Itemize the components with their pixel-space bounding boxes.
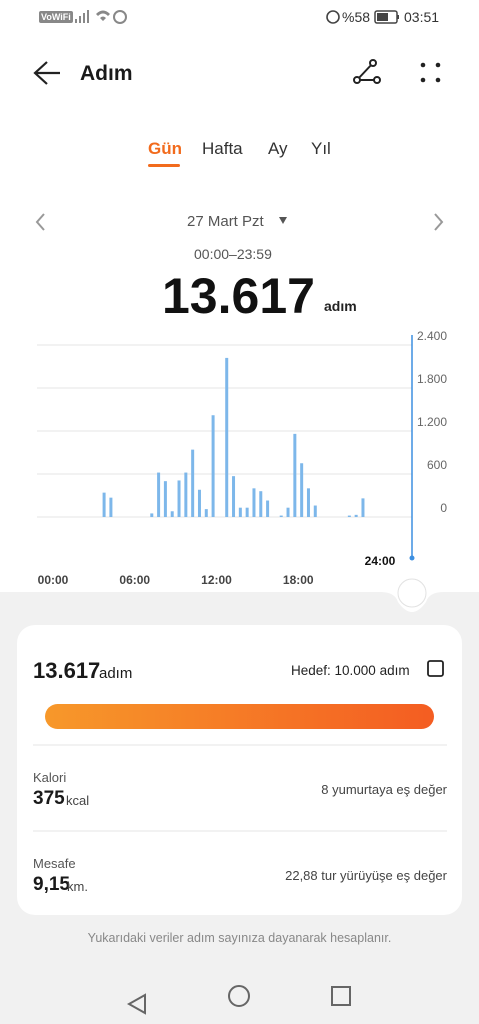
next-day[interactable] <box>434 213 444 231</box>
footer-note: Yukarıdaki veriler adım sayınıza dayanar… <box>87 931 392 945</box>
x-tick-label: 00:00 <box>38 573 69 587</box>
bar <box>163 481 167 517</box>
distance-note: 22,88 tur yürüyüşe eş değer <box>285 868 447 883</box>
date[interactable]: 27 Mart Pzt <box>187 213 264 230</box>
nav-recent[interactable] <box>331 986 351 1006</box>
page-title: Adım <box>80 62 133 85</box>
edit-goal-icon[interactable] <box>427 660 444 677</box>
calorie-note: 8 yumurtaya eş değer <box>321 782 447 797</box>
bar <box>204 509 208 517</box>
goal: Hedef: 10.000 adım <box>291 663 410 678</box>
total-unit: adım <box>324 298 357 314</box>
bar <box>197 489 201 517</box>
bar <box>245 507 249 517</box>
bar <box>293 433 297 517</box>
nav-home[interactable] <box>228 985 250 1007</box>
bar <box>238 507 242 517</box>
bar <box>313 505 317 517</box>
x-tick-label: 06:00 <box>119 573 150 587</box>
cursor-handle[interactable] <box>397 578 427 608</box>
calorie-value: 375 <box>33 788 65 809</box>
menu-button[interactable] <box>420 62 441 83</box>
bar <box>184 472 188 517</box>
time-range: 00:00–23:59 <box>194 246 272 262</box>
bar <box>177 480 181 517</box>
bar <box>191 449 195 517</box>
status-icons <box>75 10 399 24</box>
y-tick-label: 1.800 <box>417 372 447 386</box>
prev-day[interactable] <box>35 213 45 231</box>
bar <box>211 415 215 517</box>
y-tick-label: 2.400 <box>417 329 447 343</box>
bar <box>361 498 365 517</box>
bar <box>252 488 256 517</box>
y-tick-label: 600 <box>427 458 447 472</box>
step-chart: 0 600 1.200 1.800 2.400 00:00 06:00 12:00 18:00 2… <box>37 329 447 608</box>
calorie-unit: kcal <box>66 793 90 808</box>
bar <box>150 513 154 517</box>
x-tick-label: 18:00 <box>283 573 314 587</box>
bar <box>279 515 283 517</box>
nav-back[interactable] <box>126 993 146 1015</box>
tab[interactable]: Yıl <box>311 139 331 158</box>
distance-value: 9,15 <box>33 874 70 895</box>
card-steps-unit: adım <box>99 665 133 682</box>
tab[interactable]: Hafta <box>202 139 243 158</box>
x-tick-label: 12:00 <box>201 573 232 587</box>
bar <box>102 492 106 517</box>
bar <box>225 357 229 517</box>
cursor-dot <box>409 555 415 561</box>
clock: 03:51 <box>404 9 440 25</box>
bar <box>306 488 310 517</box>
bar <box>157 472 161 517</box>
share-button[interactable] <box>353 59 381 84</box>
bar <box>266 500 270 517</box>
bar <box>347 515 351 517</box>
x-tick-label: 24:00 <box>365 554 396 568</box>
date-dropdown[interactable] <box>279 217 287 224</box>
distance-unit: km. <box>67 879 88 894</box>
goal-progress <box>45 704 434 729</box>
distance-label: Mesafe <box>33 856 76 871</box>
wifi-label: VoWiFi <box>39 11 73 23</box>
bar <box>259 491 263 517</box>
battery: %58 <box>342 9 371 25</box>
bar <box>232 476 236 517</box>
bar <box>170 511 174 517</box>
back-button[interactable] <box>33 61 60 85</box>
y-tick-label: 0 <box>440 501 447 515</box>
bar <box>286 507 290 517</box>
y-tick-label: 1.200 <box>417 415 447 429</box>
bar <box>300 463 304 517</box>
bar <box>354 514 358 517</box>
card-steps: 13.617 <box>33 658 101 683</box>
tab[interactable]: Ay <box>268 139 288 158</box>
summary-card <box>17 625 462 915</box>
total-steps: 13.617 <box>162 268 315 324</box>
tab-indicator <box>148 164 180 167</box>
bar <box>109 497 113 517</box>
calorie-label: Kalori <box>33 770 67 785</box>
tab[interactable]: Gün <box>148 139 182 158</box>
